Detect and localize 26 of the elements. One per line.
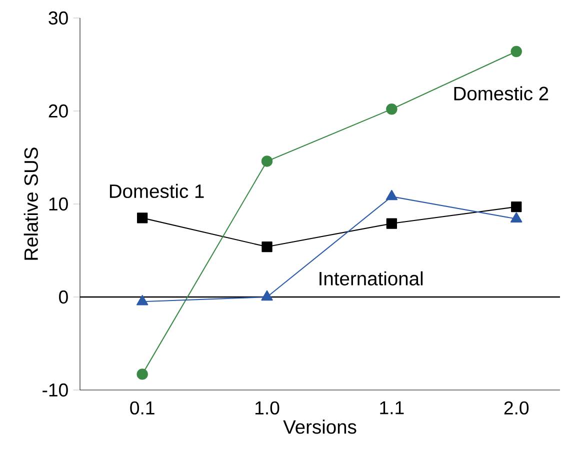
point [386, 104, 398, 115]
series-label: Domestic 2 [454, 86, 548, 100]
point [261, 290, 273, 301]
series-label: Domestic 1 [110, 184, 204, 198]
point [262, 241, 272, 252]
x-tick-label: 2.0 [504, 401, 529, 415]
point [511, 201, 522, 212]
x-axis-title: Versions [283, 420, 356, 434]
x-tick-label: 1.1 [380, 401, 404, 414]
y-tick-label: -10 [42, 383, 68, 397]
y-tick-label: 30 [48, 11, 68, 25]
y-axis-title: Relative SUS [24, 148, 38, 260]
point [510, 212, 522, 222]
point [261, 156, 273, 167]
point [136, 294, 148, 306]
point [386, 218, 398, 229]
series-label: International [320, 271, 423, 286]
point [386, 190, 398, 200]
point [137, 212, 148, 224]
point [510, 46, 522, 58]
y-tick-label: 10 [49, 197, 68, 211]
x-tick-label: 0.1 [130, 401, 154, 415]
y-tick-label: 20 [48, 104, 68, 118]
y-tick-label: 0 [59, 290, 68, 304]
point [136, 368, 148, 380]
x-tick-label: 1.0 [256, 401, 280, 415]
